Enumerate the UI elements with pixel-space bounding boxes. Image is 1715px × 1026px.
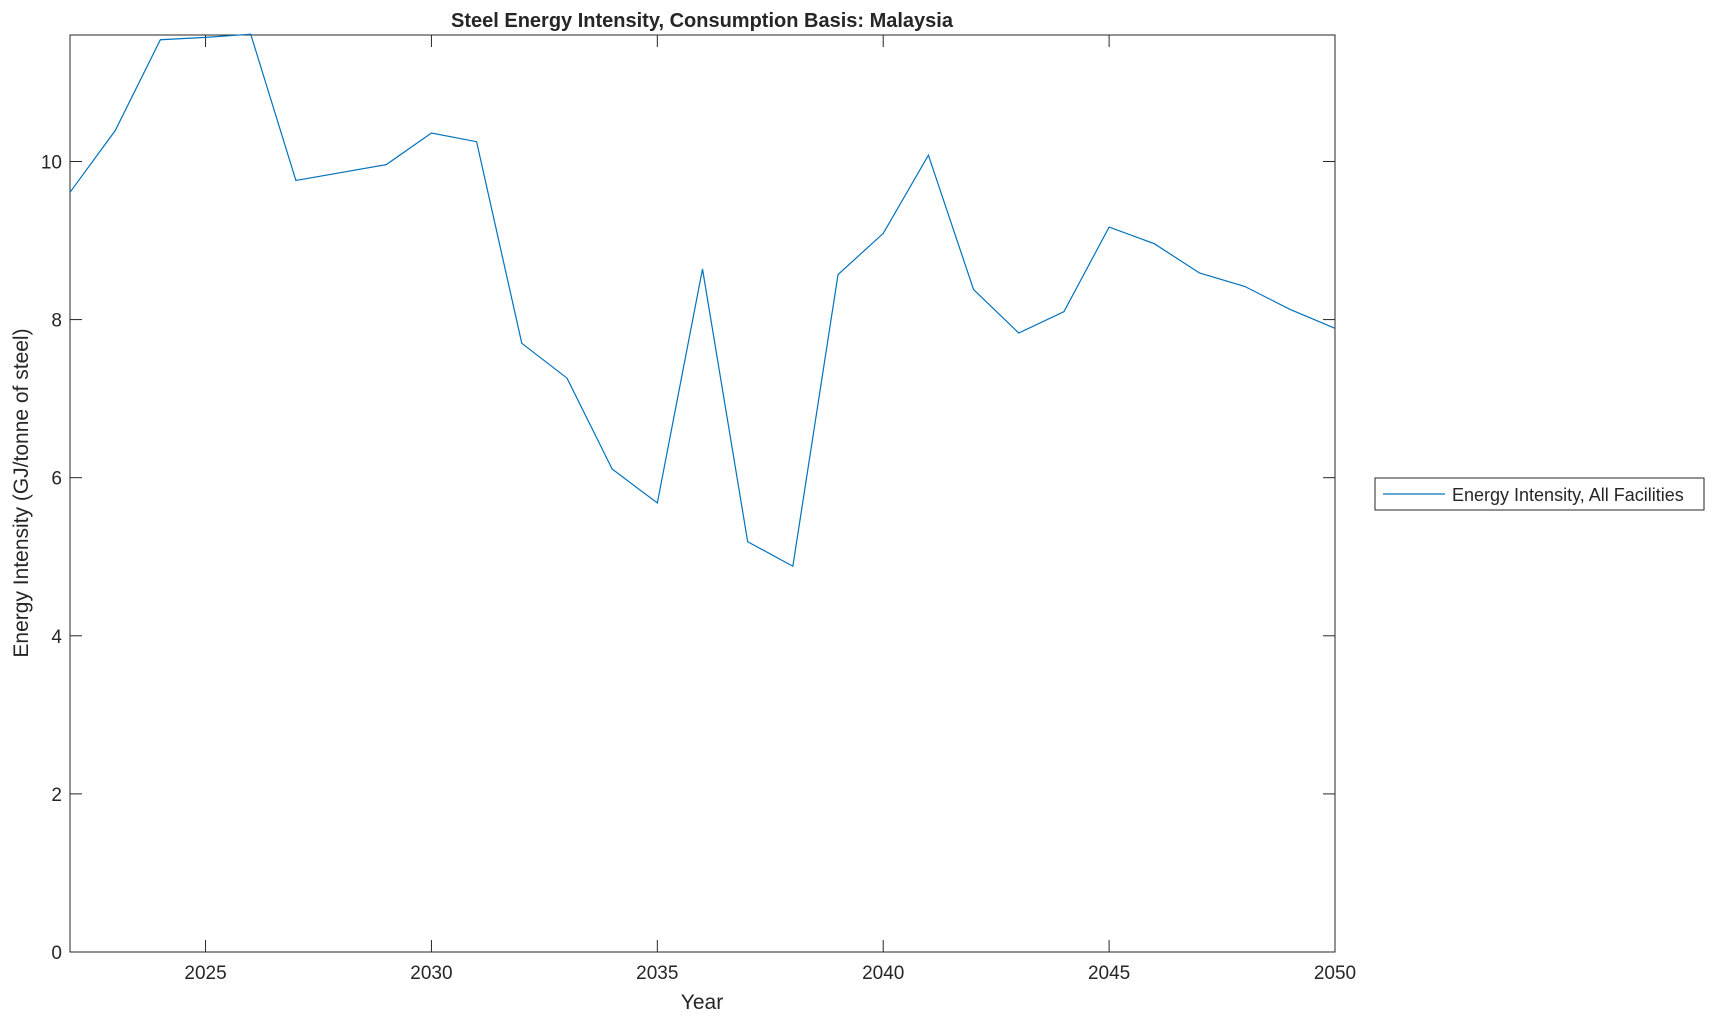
chart-title: Steel Energy Intensity, Consumption Basi… — [451, 10, 954, 32]
plot-area — [70, 35, 1335, 952]
x-tick-label: 2040 — [862, 963, 904, 984]
x-tick-label: 2050 — [1314, 963, 1356, 984]
y-tick-label: 8 — [51, 311, 62, 332]
y-axis-label: Energy Intensity (GJ/tonne of steel) — [10, 328, 33, 657]
y-tick-label: 2 — [51, 785, 62, 806]
x-axis-label: Year — [681, 991, 723, 1014]
y-tick-label: 4 — [51, 627, 62, 648]
legend-label: Energy Intensity, All Facilities — [1452, 485, 1684, 505]
y-tick-label: 0 — [51, 943, 62, 964]
x-tick-label: 2035 — [636, 963, 678, 984]
x-tick-label: 2030 — [410, 963, 452, 984]
y-tick-label: 6 — [51, 469, 62, 490]
legend[interactable]: Energy Intensity, All Facilities — [1375, 478, 1704, 510]
y-tick-label: 10 — [41, 152, 62, 173]
x-tick-label: 2025 — [184, 963, 226, 984]
x-tick-label: 2045 — [1088, 963, 1130, 984]
